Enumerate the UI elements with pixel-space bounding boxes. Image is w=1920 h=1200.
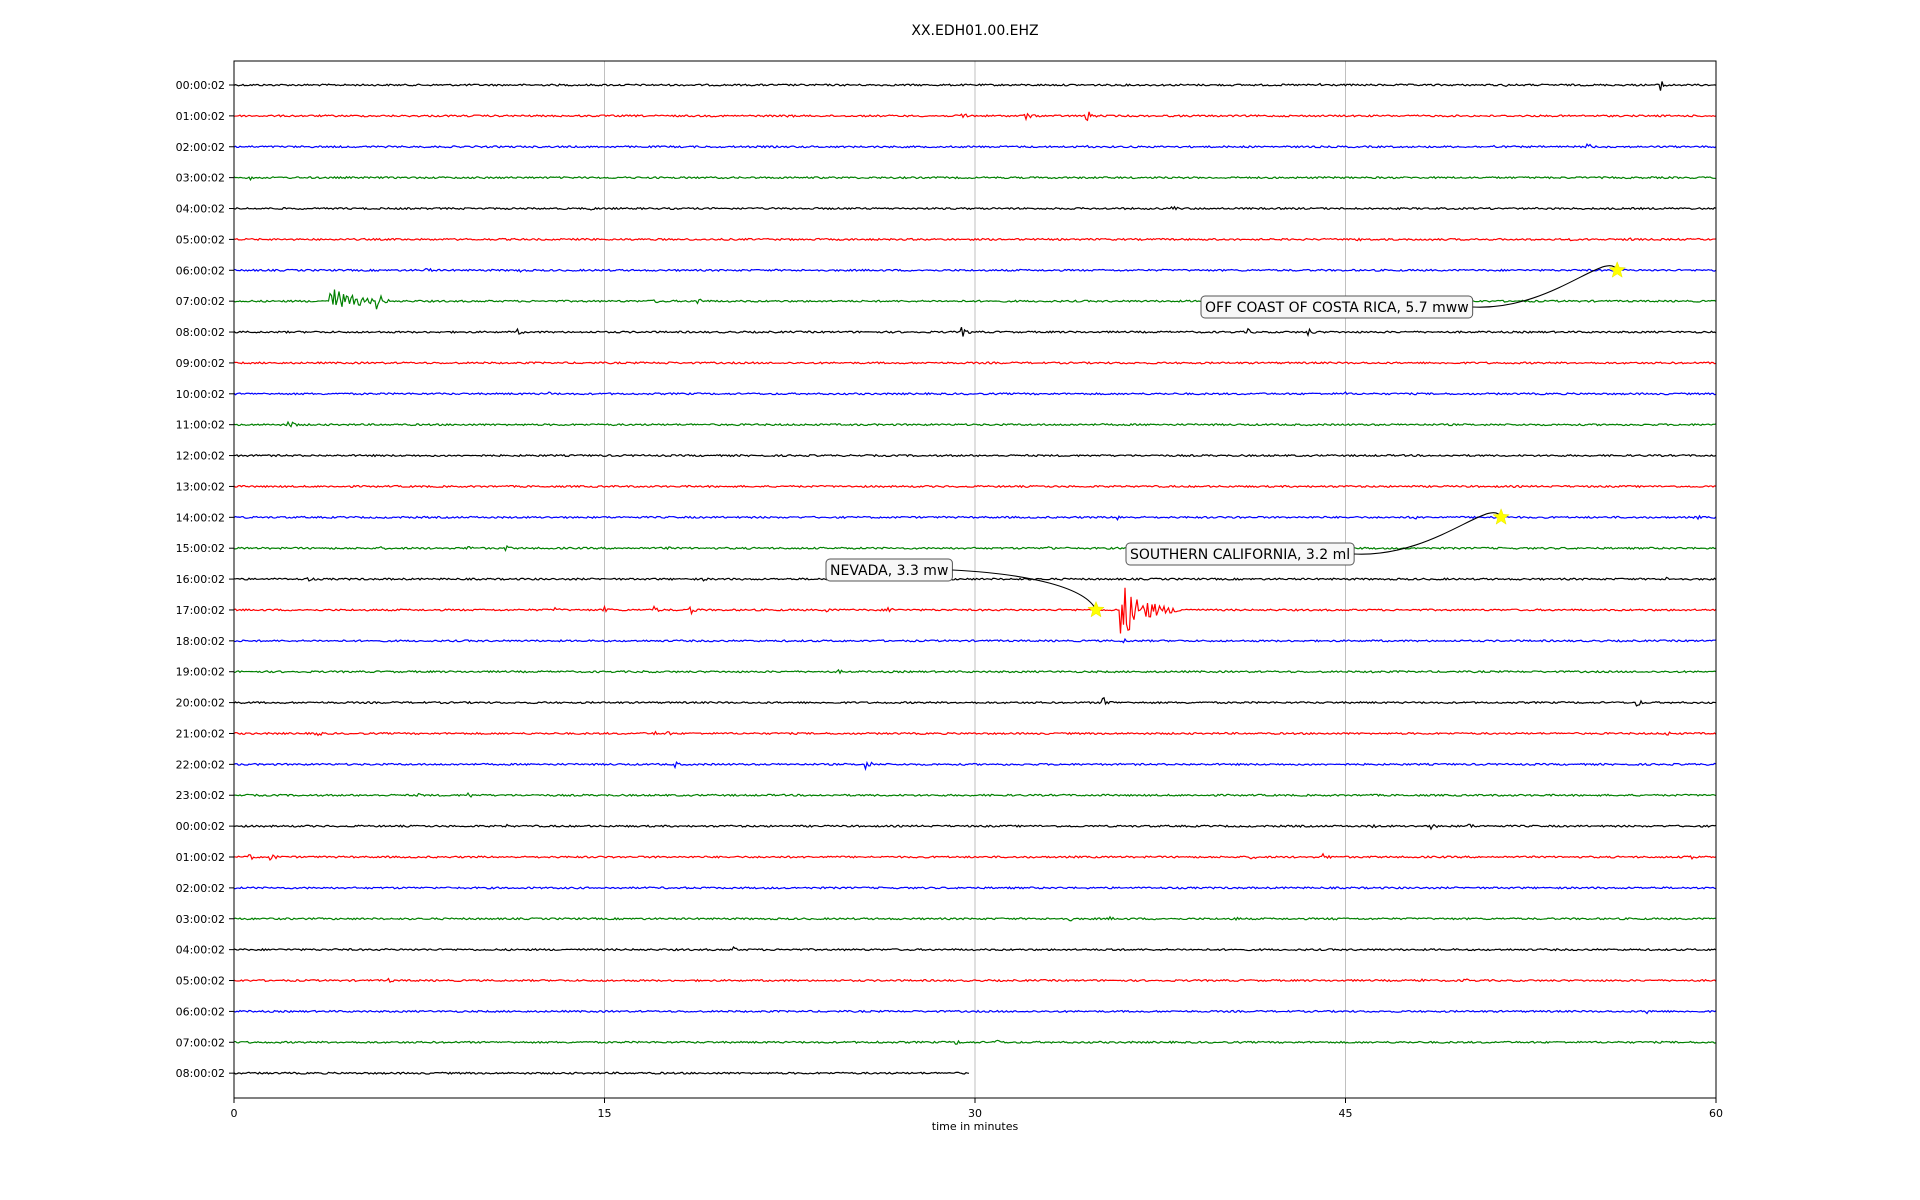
chart-title: XX.EDH01.00.EHZ	[911, 23, 1038, 39]
row-label: 15:00:02	[176, 542, 225, 555]
trace-row-3	[233, 175, 1717, 182]
trace-row-18	[233, 637, 1717, 644]
row-label: 16:00:02	[176, 573, 225, 586]
trace-row-28	[233, 946, 1717, 952]
events-layer: OFF COAST OF COSTA RICA, 5.7 mww SOUTHERN…	[825, 261, 1626, 618]
trace-row-27	[233, 915, 1717, 922]
row-label: 12:00:02	[176, 450, 225, 463]
row-label: 02:00:02	[176, 882, 225, 895]
traces-layer	[233, 81, 1717, 1075]
x-tick-label: 15	[598, 1107, 612, 1120]
row-label: 03:00:02	[176, 913, 225, 926]
event-label: NEVADA, 3.3 mw	[830, 563, 948, 579]
row-label: 09:00:02	[176, 357, 225, 370]
row-label: 06:00:02	[176, 1005, 225, 1018]
trace-row-4	[233, 205, 1717, 211]
row-label: 08:00:02	[176, 1067, 225, 1080]
trace-row-15	[233, 544, 1717, 553]
row-label: 01:00:02	[176, 851, 225, 864]
event-connector	[952, 569, 1097, 611]
row-label: 13:00:02	[176, 480, 225, 493]
row-label: 14:00:02	[176, 511, 225, 524]
row-label: 04:00:02	[176, 944, 225, 957]
trace-row-1	[233, 111, 1717, 122]
trace-row-17	[233, 587, 1717, 634]
row-label: 20:00:02	[176, 697, 225, 710]
trace-row-29	[233, 977, 1717, 983]
row-label: 10:00:02	[176, 388, 225, 401]
trace-row-23	[233, 791, 1717, 798]
row-label: 00:00:02	[176, 820, 225, 833]
trace-row-12	[233, 453, 1717, 458]
trace-row-0	[233, 81, 1717, 91]
row-label: 05:00:02	[176, 233, 225, 246]
trace-row-26	[233, 886, 1717, 890]
row-label: 07:00:02	[176, 295, 225, 308]
x-tick-label: 30	[968, 1107, 982, 1120]
trace-row-20	[233, 696, 1717, 707]
row-label: 23:00:02	[176, 789, 225, 802]
trace-row-8	[233, 326, 1717, 338]
trace-row-13	[233, 484, 1717, 489]
trace-row-11	[233, 420, 1717, 428]
y-axis-labels: 00:00:02 01:00:02 02:00:02 03:00:02 04:00:02…	[176, 79, 234, 1080]
row-label: 11:00:02	[176, 419, 225, 432]
trace-row-22	[233, 760, 1717, 772]
x-tick-label: 0	[231, 1107, 238, 1120]
trace-row-5	[233, 237, 1717, 242]
event-label: OFF COAST OF COSTA RICA, 5.7 mww	[1205, 300, 1469, 316]
trace-row-16	[233, 576, 1717, 582]
trace-row-14	[233, 514, 1717, 522]
row-label: 17:00:02	[176, 604, 225, 617]
x-axis: 0 15 30 45 60	[231, 1098, 1723, 1120]
x-tick-label: 45	[1339, 1107, 1353, 1120]
trace-row-10	[233, 391, 1717, 396]
trace-row-9	[233, 361, 1717, 365]
row-label: 00:00:02	[176, 79, 225, 92]
trace-row-30	[233, 1009, 1717, 1015]
event-star-icon	[1492, 508, 1510, 525]
event-star-icon	[1087, 600, 1105, 618]
event-connector	[1354, 512, 1502, 555]
row-label: 06:00:02	[176, 264, 225, 277]
row-label: 18:00:02	[176, 635, 225, 648]
row-label: 02:00:02	[176, 141, 225, 154]
row-label: 03:00:02	[176, 172, 225, 185]
trace-row-6	[233, 267, 1717, 274]
x-axis-label: time in minutes	[932, 1120, 1019, 1133]
trace-row-31	[233, 1039, 1717, 1045]
row-label: 07:00:02	[176, 1036, 225, 1049]
row-label: 04:00:02	[176, 203, 225, 216]
row-label: 01:00:02	[176, 110, 225, 123]
row-label: 05:00:02	[176, 975, 225, 988]
event-annotation: OFF COAST OF COSTA RICA, 5.7 mww	[1200, 261, 1626, 319]
event-star-icon	[1608, 261, 1626, 278]
x-tick-label: 60	[1709, 1107, 1723, 1120]
event-annotation: NEVADA, 3.3 mw	[825, 558, 1105, 618]
row-label: 22:00:02	[176, 758, 225, 771]
row-label: 08:00:02	[176, 326, 225, 339]
event-connector	[1472, 265, 1618, 308]
event-annotation: SOUTHERN CALIFORNIA, 3.2 ml	[1125, 508, 1510, 566]
trace-row-24	[233, 823, 1717, 831]
row-label: 21:00:02	[176, 727, 225, 740]
trace-row-21	[233, 730, 1717, 737]
trace-row-32	[233, 1071, 970, 1075]
event-label: SOUTHERN CALIFORNIA, 3.2 ml	[1130, 547, 1350, 563]
trace-row-19	[233, 668, 1717, 675]
trace-row-25	[233, 852, 1717, 862]
row-label: 19:00:02	[176, 666, 225, 679]
trace-row-2	[233, 142, 1717, 149]
